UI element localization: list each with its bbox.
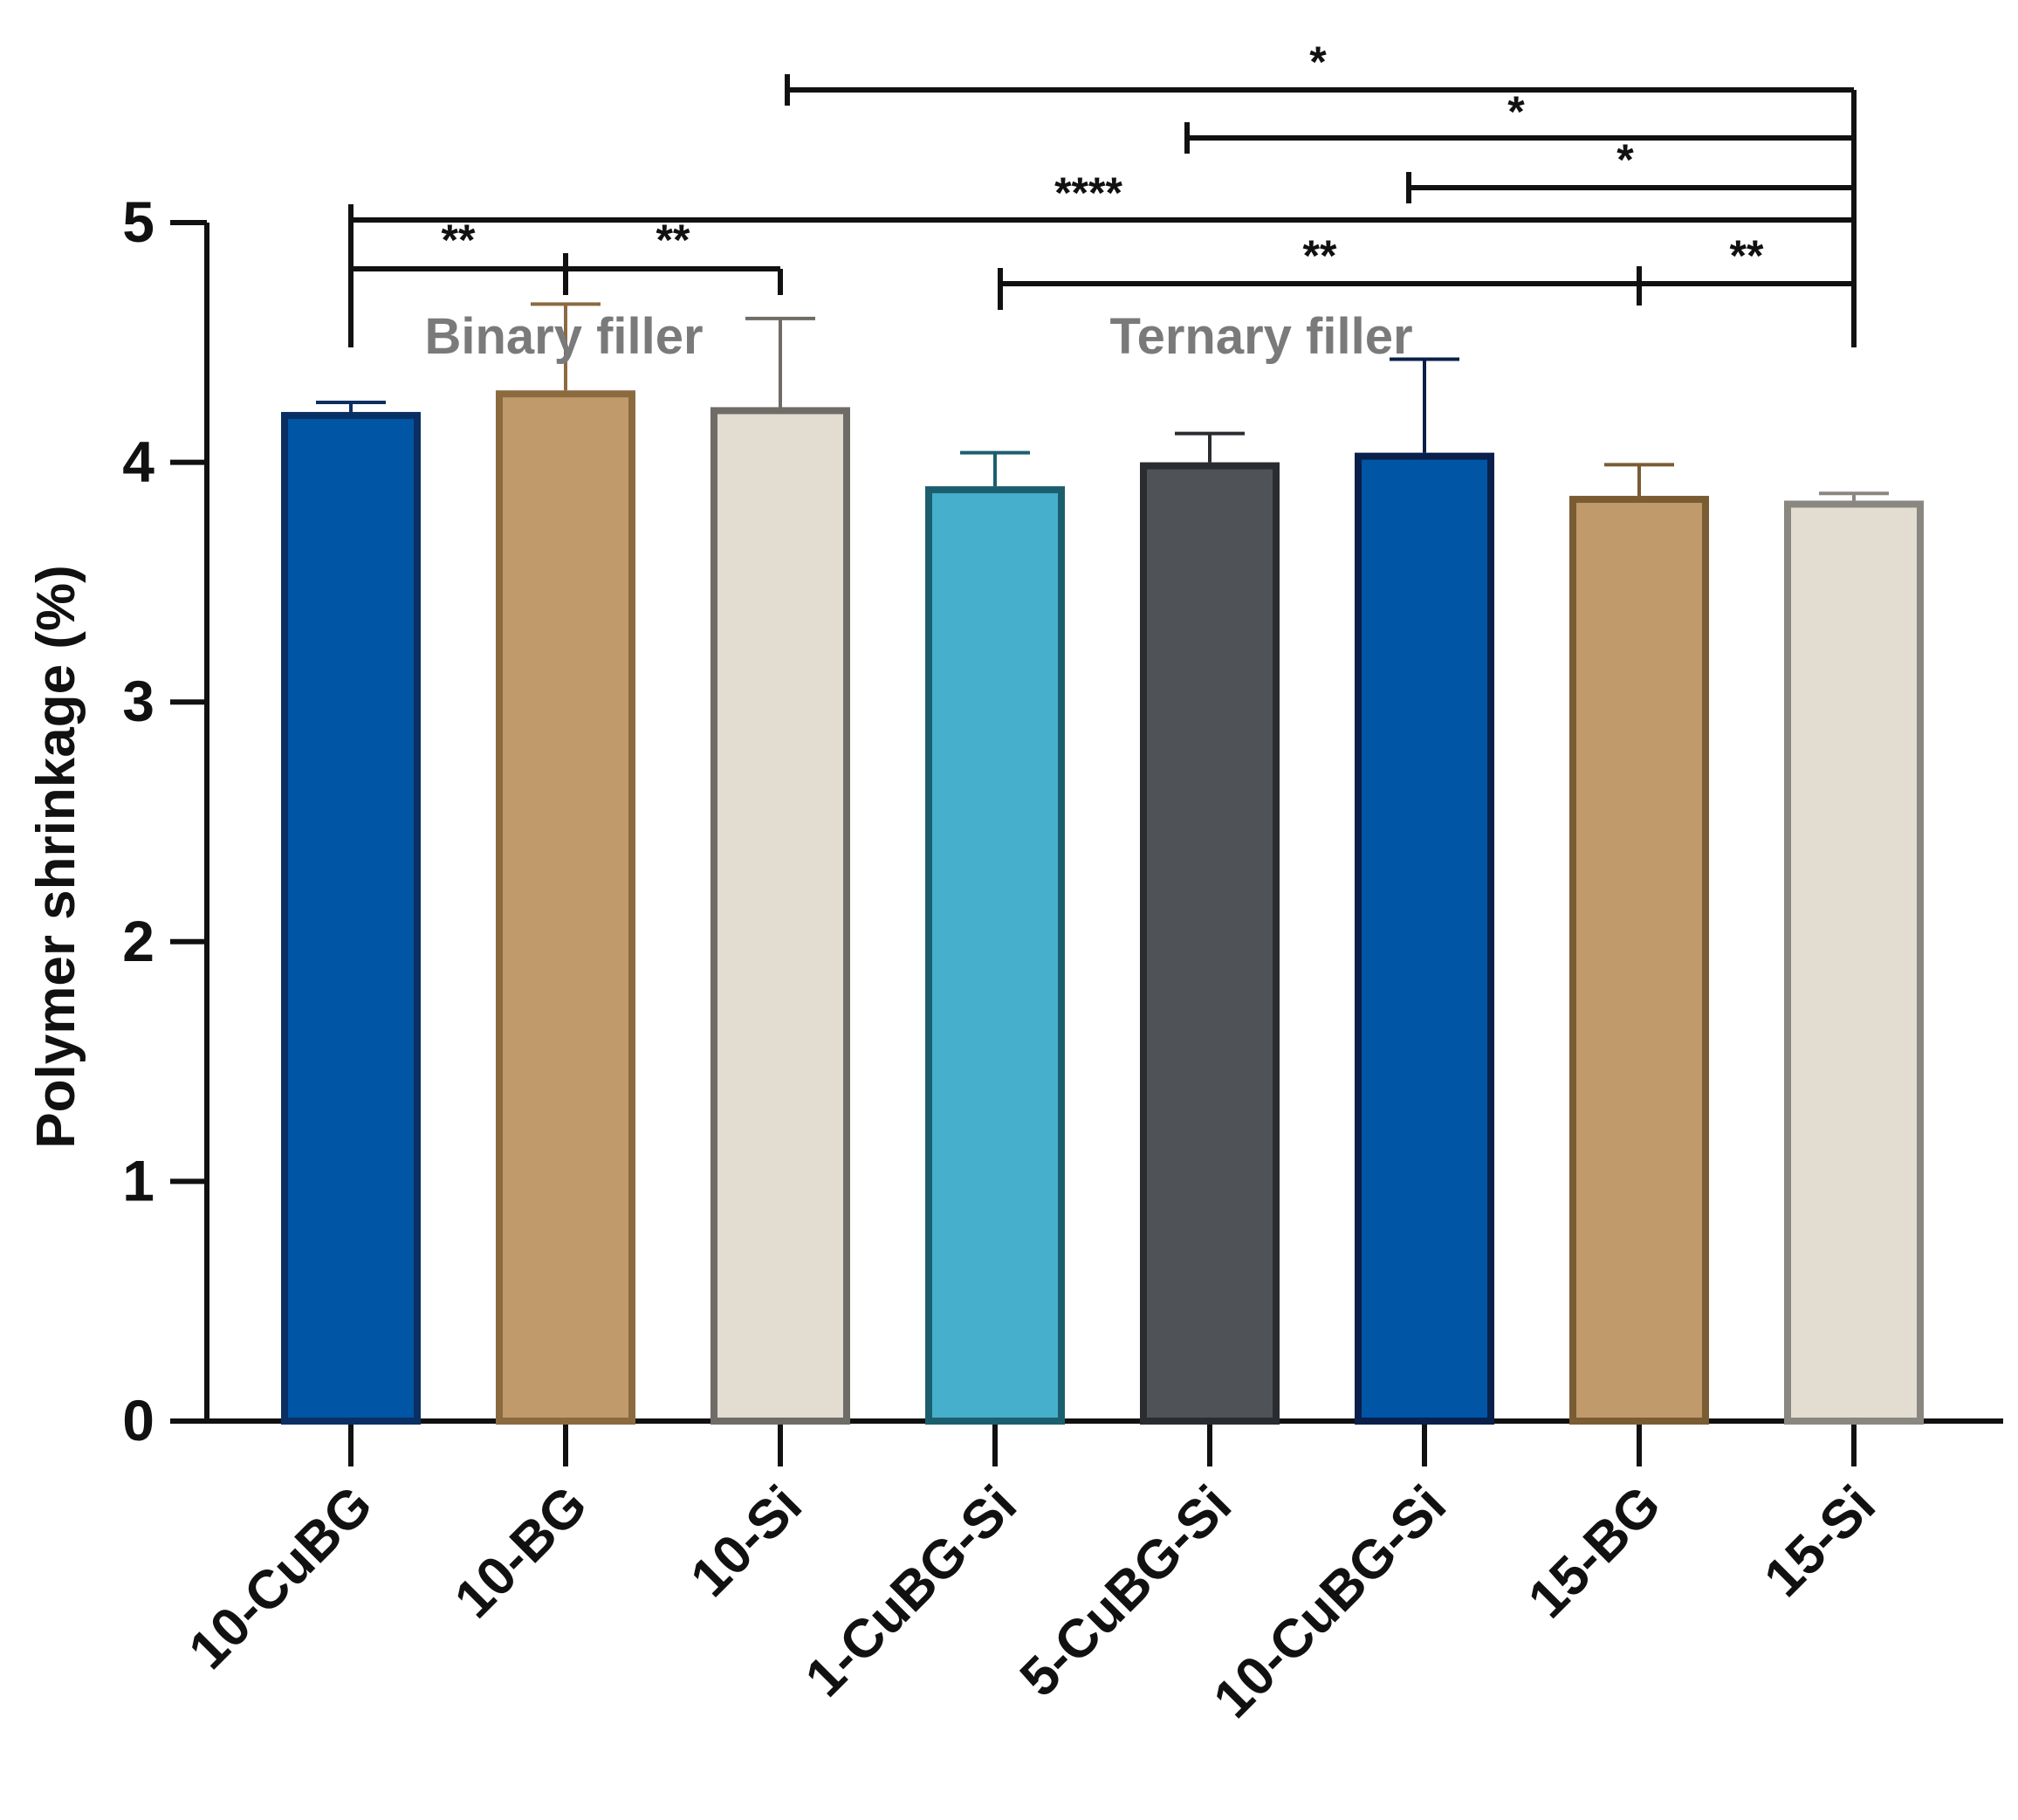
y-tick-label: 1 [122,1148,154,1212]
x-tick-label: 5-CuBG-Si [1009,1474,1243,1708]
significance-label: ** [442,216,476,264]
bar-10-BG [496,390,635,1425]
x-tick-label: 15-BG [1517,1474,1672,1630]
y-tick-label: 3 [122,669,154,733]
y-axis-label: Polymer shrinkage (%) [26,565,86,1148]
significance-label: ** [656,216,690,264]
x-tick-label: 10-CuBG-Si [1203,1474,1458,1729]
significance-annotations: ********* ** ** ** [348,38,1857,347]
y-tick-label: 2 [122,909,154,973]
significance-label: **** [1054,168,1122,217]
bar-15-BG [1569,496,1709,1425]
bars [281,302,1924,1425]
significance-label: * [1616,135,1634,184]
x-tick-label: 1-CuBG-Si [794,1474,1028,1708]
x-tick-label: 10-BG [443,1474,599,1630]
significance-label: ** [1303,231,1337,280]
group-label: Ternary filler [1109,308,1412,365]
significance-label: * [1309,38,1327,86]
x-tick-label: 10-Si [679,1474,813,1609]
bar-10-CuBG-Si [1355,452,1494,1425]
group-label: Binary filler [424,308,703,365]
x-tick-label: 10-CuBG [178,1474,384,1680]
bar-10-Si [710,407,850,1425]
significance-label: ** [1730,231,1764,280]
y-tick-label: 5 [122,189,154,254]
significance-label: * [1507,87,1525,136]
bar-5-CuBG-Si [1140,462,1280,1425]
x-tick-label: 15-Si [1753,1474,1887,1609]
y-tick-label: 0 [122,1388,154,1453]
bar-1-CuBG-Si [925,486,1065,1425]
bar-10-CuBG [281,411,421,1425]
y-tick-label: 4 [122,429,154,494]
bar-15-Si [1784,500,1924,1425]
